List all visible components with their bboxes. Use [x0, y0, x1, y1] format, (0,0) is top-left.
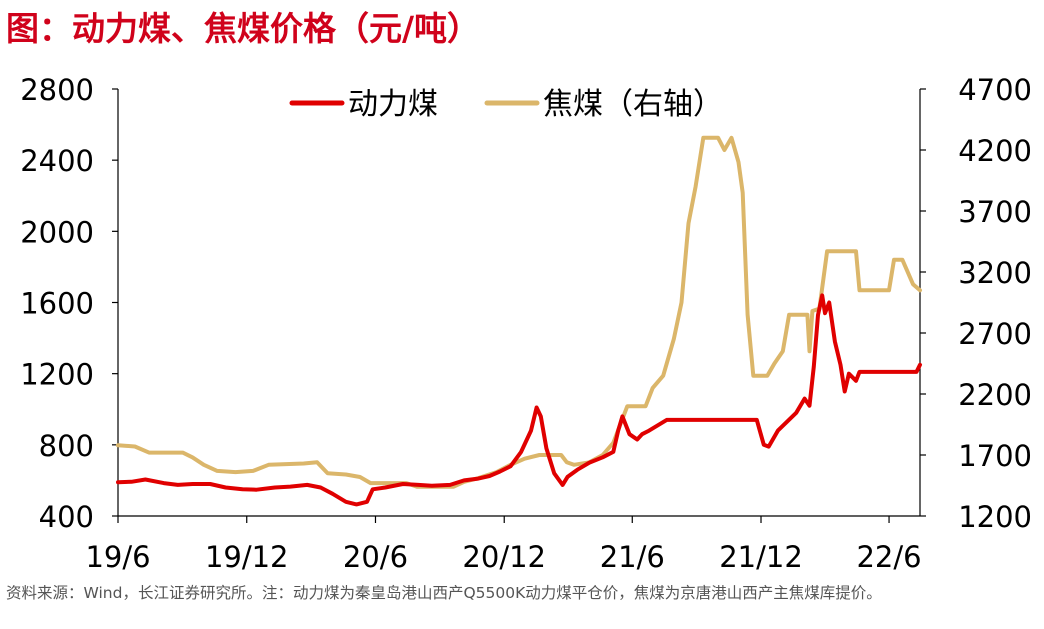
left-tick-label: 2800	[20, 73, 94, 107]
right-tick-label: 1200	[958, 500, 1032, 534]
right-tick-label: 4700	[958, 73, 1032, 107]
chart-ticks: 400 800 1200 1600 2000 2400 2800 1200 1700 2200 27…	[20, 73, 1032, 574]
right-tick-label: 2700	[958, 317, 1032, 351]
legend-label: 动力煤	[348, 87, 438, 122]
x-tick-label: 21/6	[600, 540, 665, 574]
right-tick-label: 3700	[958, 195, 1032, 229]
left-tick-label: 1600	[20, 287, 94, 321]
left-tick-label: 2400	[20, 144, 94, 178]
source-note: 资料来源：Wind，长江证券研究所。注：动力煤为秦皇岛港山西产Q5500K动力煤…	[6, 584, 882, 602]
thermal-coal-line	[116, 293, 922, 507]
right-tick-label: 3200	[958, 256, 1032, 290]
legend-label: 焦煤（右轴）	[543, 87, 723, 122]
right-tick-label: 2200	[958, 378, 1032, 412]
right-tick-label: 4200	[958, 134, 1032, 168]
chart-legend: 动力煤 焦煤（右轴）	[289, 87, 723, 122]
right-tick-label: 1700	[958, 439, 1032, 473]
page-title: 图：动力煤、焦煤价格（元/吨）	[6, 9, 481, 48]
left-tick-label: 1200	[20, 358, 94, 392]
x-tick-label: 19/6	[85, 540, 150, 574]
x-tick-label: 20/6	[343, 540, 408, 574]
x-tick-label: 20/12	[462, 540, 546, 574]
x-tick-label: 19/12	[205, 540, 289, 574]
x-tick-label: 21/12	[719, 540, 803, 574]
x-tick-label: 22/6	[856, 540, 921, 574]
left-tick-label: 400	[39, 500, 94, 534]
chart-series	[116, 135, 922, 507]
left-tick-label: 2000	[20, 215, 94, 249]
coking-coal-line	[116, 135, 922, 489]
left-tick-label: 800	[39, 429, 94, 463]
